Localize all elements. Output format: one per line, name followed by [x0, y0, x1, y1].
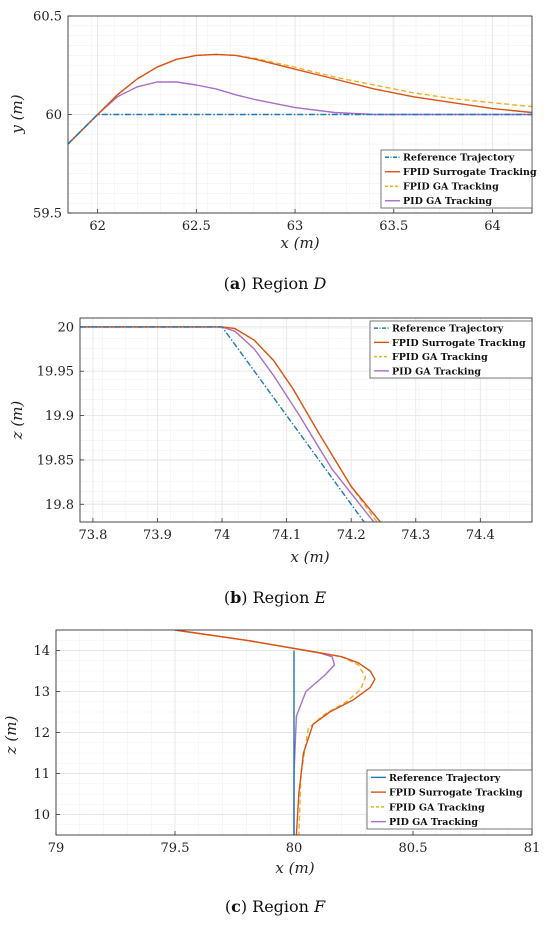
series-line-fpid_surrogate: [68, 53, 532, 145]
caption-open: (: [225, 897, 231, 916]
legend-label: PID GA Tracking: [403, 196, 492, 207]
x-tick-label: 73.8: [78, 528, 107, 543]
legend-label: FPID GA Tracking: [403, 182, 499, 193]
series-group: [80, 326, 381, 522]
legend-label: FPID GA Tracking: [392, 352, 488, 363]
x-tick-label: 74.2: [337, 528, 366, 543]
axes-box: [79, 317, 533, 523]
caption-label: c: [231, 897, 241, 916]
x-tick-label: 81: [524, 841, 541, 856]
y-tick-label: 10: [33, 808, 50, 823]
legend-label: Reference Trajectory: [403, 153, 515, 164]
series-line-fpid_surrogate: [174, 630, 376, 835]
legend-label: FPID Surrogate Tracking: [389, 788, 523, 799]
legend-label: FPID Surrogate Tracking: [392, 338, 526, 349]
caption-open: (: [224, 588, 230, 607]
y-axis-label: z (m): [2, 716, 20, 756]
legend-label: PID GA Tracking: [392, 366, 481, 377]
x-tick-label: 64: [484, 219, 501, 234]
panel-caption: (b) Region E: [224, 588, 327, 607]
chart-panel-c: 79 79.5 80 80.5 81 10 11 12 13 14 x (m) z (m) Refere…: [2, 629, 541, 916]
y-axis-label: z (m): [8, 401, 26, 441]
legend-label: PID GA Tracking: [389, 817, 478, 828]
x-axis-label: x (m): [290, 548, 329, 566]
caption-var: E: [313, 588, 326, 607]
legend: Reference Trajectory FPID Surrogate Track…: [369, 320, 533, 379]
series-group: [68, 53, 532, 145]
y-tick-label: 60: [45, 108, 62, 123]
y-tick-label: 19.95: [37, 365, 74, 380]
y-tick-label: 19.85: [37, 453, 74, 468]
caption-text: ) Region: [240, 274, 313, 293]
series-line-pid_ga: [80, 326, 375, 522]
legend-box: [369, 320, 533, 379]
x-tick-label: 74.3: [401, 528, 430, 543]
legend: Reference Trajectory FPID Surrogate Track…: [380, 149, 537, 209]
y-tick-label: 19.9: [45, 409, 74, 424]
x-tick-label: 74.1: [272, 528, 301, 543]
x-tick-label: 62: [89, 219, 106, 234]
chart-panel-b: 73.8 73.9 74 74.1 74.2 74.3 74.4 19.8 19.85 19.9 1…: [8, 317, 533, 607]
x-tick-label: 80: [286, 841, 303, 856]
x-tick-label: 80.5: [399, 841, 428, 856]
axes-box: [55, 629, 533, 836]
x-axis-label: x (m): [275, 859, 314, 877]
y-tick-label: 19.8: [45, 498, 74, 513]
caption-var: F: [313, 897, 326, 916]
x-tick-label: 74: [214, 528, 231, 543]
x-axis-label: x (m): [280, 234, 319, 252]
x-tick-label: 79: [48, 841, 65, 856]
x-tick-label: 73.9: [143, 528, 172, 543]
series-line-fpid_ga: [68, 53, 532, 145]
panel-caption: (a) Region D: [224, 274, 327, 293]
panel-caption: (c) Region F: [225, 897, 326, 916]
caption-var: D: [313, 274, 327, 293]
y-tick-label: 59.5: [33, 207, 62, 222]
caption-text: ) Region: [241, 588, 314, 607]
series-line-reference: [68, 113, 532, 145]
series-line-fpid_ga: [80, 326, 378, 522]
axes-box: [67, 15, 533, 214]
y-tick-label: 14: [33, 644, 50, 659]
legend-label: FPID Surrogate Tracking: [403, 167, 537, 178]
series-line-fpid_surrogate: [80, 326, 381, 522]
x-tick-label: 74.4: [466, 528, 495, 543]
x-tick-label: 79.5: [161, 841, 190, 856]
x-tick-label: 63: [287, 219, 304, 234]
y-axis-label: y (m): [8, 94, 26, 134]
y-tick-label: 60.5: [33, 10, 62, 25]
y-tick-label: 13: [33, 685, 50, 700]
caption-text: ) Region: [241, 897, 314, 916]
y-tick-label: 20: [57, 320, 74, 335]
legend-label: FPID GA Tracking: [389, 802, 485, 813]
series-group: [174, 630, 376, 835]
legend-box: [366, 769, 533, 830]
legend-box: [380, 149, 533, 209]
chart-panel-a: 62 62.5 63 63.5 64 59.5 60 60.5 x (m) y (m) Refere…: [8, 10, 537, 294]
legend: Reference Trajectory FPID Surrogate Track…: [366, 769, 533, 830]
legend-label: Reference Trajectory: [392, 324, 504, 335]
caption-open: (: [224, 274, 230, 293]
x-tick-label: 62.5: [182, 219, 211, 234]
caption-label: b: [230, 588, 241, 607]
caption-label: a: [230, 274, 240, 293]
y-tick-label: 12: [33, 726, 50, 741]
legend-label: Reference Trajectory: [389, 773, 501, 784]
y-tick-label: 11: [33, 767, 50, 782]
x-tick-label: 63.5: [379, 219, 408, 234]
series-line-reference: [80, 326, 365, 522]
